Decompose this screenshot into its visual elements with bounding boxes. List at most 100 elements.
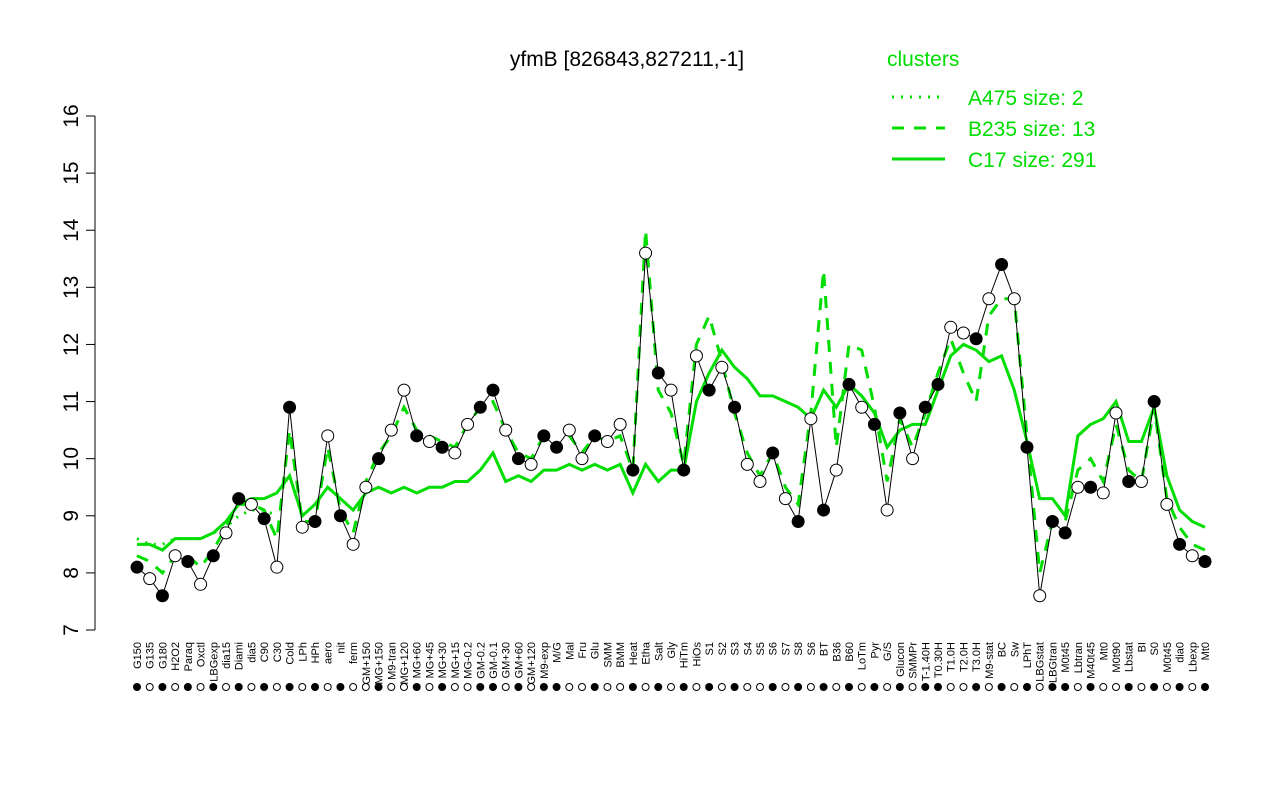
y-tick-label: 11 xyxy=(60,391,83,413)
x-tick-label: M9-tran xyxy=(386,642,398,680)
x-tick-label: GM+120 xyxy=(526,642,538,685)
category-marker xyxy=(438,683,447,691)
x-tick-label: S5 xyxy=(755,642,767,655)
x-tick-label: Heat xyxy=(628,642,640,665)
data-point xyxy=(524,457,538,471)
data-point xyxy=(270,560,284,574)
data-point xyxy=(295,520,309,534)
category-marker xyxy=(158,683,167,691)
x-tick-label: SMM xyxy=(602,642,614,668)
data-point xyxy=(1173,537,1187,551)
data-point xyxy=(461,417,475,431)
x-tick-label: MG+120 xyxy=(399,642,411,685)
category-marker xyxy=(1010,683,1019,691)
data-point xyxy=(817,503,831,517)
data-point xyxy=(944,320,958,334)
data-point xyxy=(1033,589,1047,603)
cluster-line xyxy=(137,342,1206,552)
chart-title: yfmB [826843,827211,-1] xyxy=(510,48,744,71)
x-tick-label: GM-0.1 xyxy=(488,642,500,679)
x-tick-label: Gly xyxy=(666,642,678,659)
data-point xyxy=(194,577,208,591)
data-point xyxy=(384,423,398,437)
data-point xyxy=(651,366,665,380)
x-tick-label: T-1.40H xyxy=(920,642,932,681)
category-marker xyxy=(476,683,485,691)
y-tick-label: 16 xyxy=(60,104,83,127)
x-tick-label: MG+60 xyxy=(412,642,424,678)
category-marker xyxy=(361,683,370,691)
x-tick-label: S4 xyxy=(742,642,754,655)
data-point xyxy=(1045,514,1059,528)
data-point xyxy=(867,417,881,431)
category-marker xyxy=(1048,683,1057,691)
category-marker xyxy=(450,683,459,691)
x-tick-label: ferm xyxy=(348,642,360,664)
category-marker xyxy=(260,683,269,691)
x-tick-label: MG+45 xyxy=(424,642,436,678)
data-point xyxy=(1096,486,1110,500)
x-tick-label: dia5 xyxy=(246,642,258,663)
x-tick-label: Glu xyxy=(590,642,602,659)
category-marker xyxy=(781,683,790,691)
data-point xyxy=(906,452,920,466)
data-point xyxy=(448,446,462,460)
data-point xyxy=(435,440,449,454)
data-point xyxy=(346,537,360,551)
x-tick-label: S6 xyxy=(806,642,818,655)
data-point xyxy=(1134,475,1148,489)
x-tick-label: S6 xyxy=(768,642,780,655)
x-tick-label: LPhT xyxy=(1022,642,1034,669)
x-tick-label: T1.0H xyxy=(946,642,958,672)
data-point xyxy=(1058,526,1072,540)
data-point xyxy=(804,412,818,426)
x-tick-label: S0 xyxy=(1149,642,1161,655)
cluster-line xyxy=(136,508,278,546)
category-marker xyxy=(806,683,815,691)
category-marker xyxy=(463,683,472,691)
category-marker xyxy=(1137,683,1146,691)
category-marker xyxy=(730,683,739,691)
category-marker xyxy=(1188,683,1197,691)
data-point xyxy=(359,480,373,494)
data-point xyxy=(880,503,894,517)
x-tick-label: MG+15 xyxy=(450,642,462,678)
x-tick-label: G135 xyxy=(145,642,157,669)
data-point xyxy=(1198,554,1212,568)
category-marker xyxy=(565,683,574,691)
data-point xyxy=(232,492,246,506)
category-marker xyxy=(400,683,408,691)
data-point xyxy=(766,446,780,460)
category-marker xyxy=(336,683,345,691)
x-tick-label: Diami xyxy=(234,642,246,670)
data-point xyxy=(956,326,970,340)
category-marker xyxy=(1162,683,1171,691)
category-marker xyxy=(501,683,510,691)
data-point xyxy=(333,509,347,523)
x-tick-label: Mt0 xyxy=(1200,642,1212,660)
y-tick-label: 7 xyxy=(60,624,83,636)
x-tick-label: T2.0H xyxy=(958,642,970,672)
category-marker xyxy=(1073,683,1082,691)
data-point xyxy=(321,429,335,443)
category-marker xyxy=(705,683,714,691)
x-tick-label: G/S xyxy=(882,642,894,661)
data-point xyxy=(1007,292,1021,306)
category-marker xyxy=(641,683,650,691)
category-marker xyxy=(832,683,841,691)
data-point xyxy=(1071,480,1085,494)
data-point xyxy=(308,514,322,528)
data-point xyxy=(689,349,703,363)
category-marker xyxy=(489,683,497,691)
x-tick-label: HiOs xyxy=(691,642,703,667)
data-point xyxy=(600,435,614,449)
category-marker xyxy=(247,683,256,691)
category-marker xyxy=(387,683,396,691)
data-point xyxy=(740,457,754,471)
x-tick-label: M0t45 xyxy=(1162,642,1174,673)
data-point xyxy=(677,463,691,477)
category-marker xyxy=(590,683,599,691)
category-marker xyxy=(1112,683,1120,691)
legend-title: clusters xyxy=(887,48,959,71)
